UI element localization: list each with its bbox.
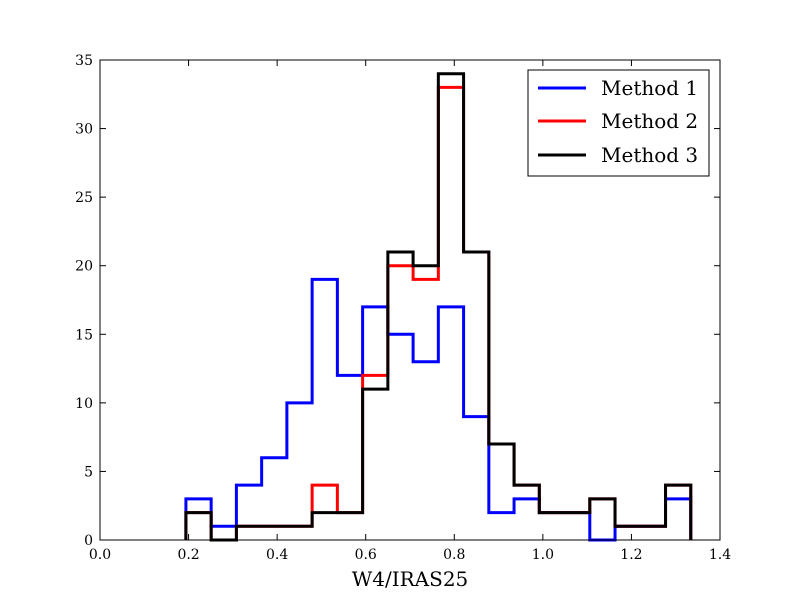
- y-tick-label: 35: [75, 53, 93, 69]
- legend-label-method-3: Method 3: [601, 143, 698, 167]
- series-step-3: [184, 72, 693, 542]
- x-tick-label: 1.0: [532, 547, 554, 563]
- x-tick-label: 1.2: [620, 547, 642, 563]
- y-tick-label: 10: [75, 396, 93, 412]
- y-tick-label: 20: [75, 259, 93, 275]
- x-tick-label: 1.4: [709, 547, 731, 563]
- y-tick-label: 25: [75, 190, 93, 206]
- x-tick-label: 0.4: [266, 547, 288, 563]
- x-axis-label: W4/IRAS25: [352, 567, 469, 591]
- legend-label-method-1: Method 1: [601, 76, 698, 100]
- y-tick-label: 30: [75, 122, 93, 138]
- x-tick-label: 0.6: [355, 547, 377, 563]
- y-tick-label: 15: [75, 327, 93, 343]
- plot-frame: [99, 59, 721, 541]
- legend-label-method-2: Method 2: [601, 109, 698, 133]
- x-tick-label: 0.8: [443, 547, 465, 563]
- x-tick-label: 0.2: [177, 547, 199, 563]
- x-tick-label: 0.0: [89, 547, 111, 563]
- y-tick-label: 0: [84, 533, 93, 549]
- ticks-layer: 0.0 0.2 0.4 0.6 0.8 1.0 1.2 1.4 0 5 10 15 20 25 30 35: [75, 53, 731, 563]
- legend: Method 1 Method 2 Method 3: [527, 69, 710, 177]
- y-tick-label: 5: [84, 464, 93, 480]
